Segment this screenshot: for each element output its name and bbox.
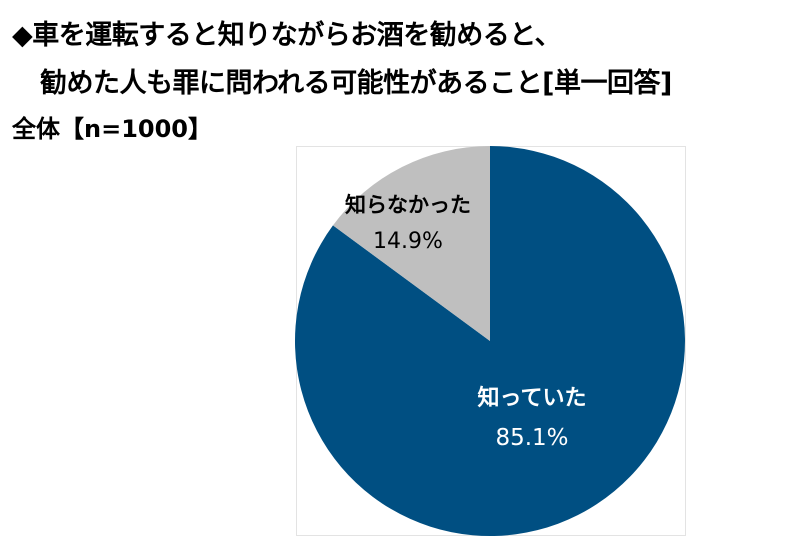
pie-slice-2: [332, 146, 490, 341]
pie-slice-1: [294, 146, 685, 537]
chart-title-line-1: ◆車を運転すると知りながらお酒を勧めると、: [12, 20, 562, 51]
slice-category-label-1: 知っていた: [478, 385, 587, 411]
slice-value-label-2: 14.9%: [373, 229, 443, 254]
slice-value-label-1: 85.1%: [495, 425, 568, 451]
chart-subtitle: 全体【n=1000】: [12, 115, 212, 143]
chart-title-line-2: 勧めた人も罪に問われる可能性があること[単一回答]: [40, 68, 672, 99]
slice-category-label-2: 知らなかった: [345, 193, 471, 217]
